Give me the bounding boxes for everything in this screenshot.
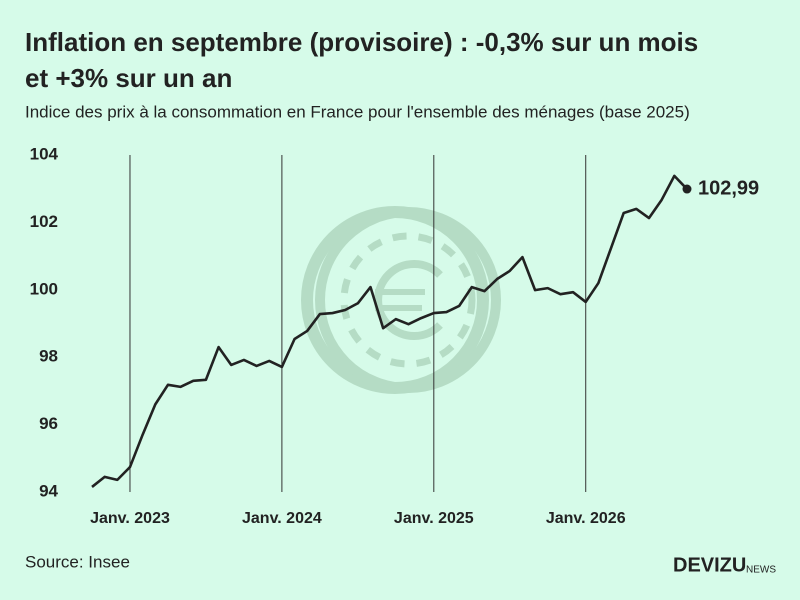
- end-point: [682, 184, 692, 194]
- brand: DEVIZU: [673, 554, 746, 576]
- line: [91, 174, 688, 488]
- y-tick-label: 102: [30, 212, 58, 231]
- value-label: 102,99: [698, 177, 759, 199]
- coin-watermark: [301, 206, 501, 394]
- x-tick-label: Janv. 2023: [90, 510, 170, 527]
- y-tick-label: 98: [39, 347, 58, 366]
- x-tick-label: Janv. 2026: [546, 510, 626, 527]
- source: Source: Insee: [25, 552, 130, 571]
- y-tick-label: 96: [39, 414, 58, 433]
- x-tick-label: Janv. 2024: [242, 510, 322, 527]
- chart-subtitle: Indice des prix à la consommation en Fra…: [25, 102, 690, 121]
- x-tick-label: Janv. 2025: [394, 510, 474, 527]
- brand-suffix: NEWS: [746, 565, 776, 576]
- y-tick-label: 104: [30, 144, 59, 163]
- y-tick-label: 94: [39, 481, 58, 500]
- chart-title: Inflation en septembre (provisoire) : -0…: [25, 27, 698, 93]
- y-tick-label: 100: [30, 279, 58, 298]
